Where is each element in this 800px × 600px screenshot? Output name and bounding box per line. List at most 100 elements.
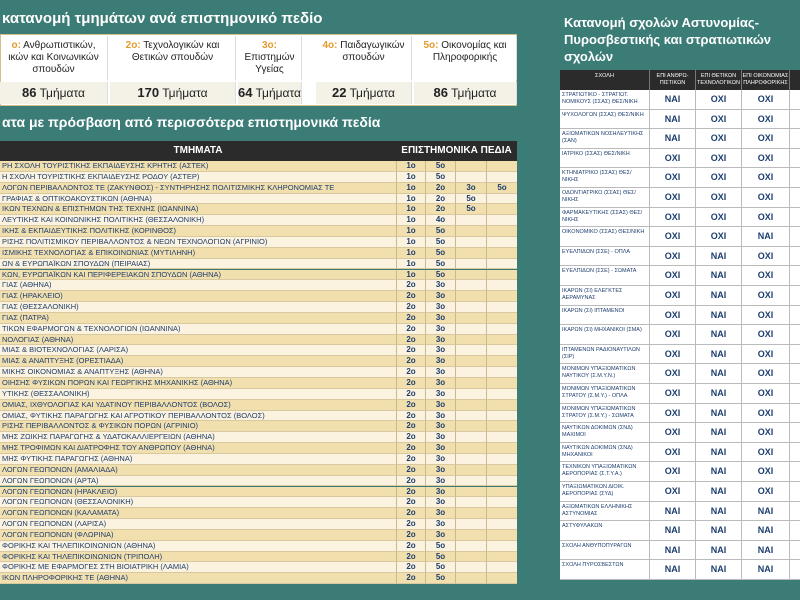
field-cell: 2ο [396,302,425,313]
department-name: ΜΗΣ ΖΩΙΚΗΣ ΠΑΡΑΓΩΓΗΣ & ΥΔΑΤΟΚΑΛΛΙΕΡΓΕΙΩΝ… [0,432,396,444]
access-cell: ΟΧΙ [650,305,696,326]
field-cell: 3ο [425,432,455,444]
field-cell [455,171,486,183]
field-cell [486,486,517,498]
department-name: ΛΟΓΩΝ ΠΕΡΙΒΑΛΛΟΝΤΟΣ ΤΕ (ΖΑΚΥΝΘΟΣ) - ΣΥΝΤ… [0,182,396,194]
access-cell [790,364,800,384]
school-name: ΦΑΡΜΑΚΕΥΤΙΚΗΣ (ΣΣΑΣ) ΘΕΣ/ΝΙΚΗΣ [560,207,650,228]
field-cell [455,334,486,346]
access-cell: ΝΑΙ [696,521,742,541]
field-cell [455,421,486,433]
field-code: 2ο: [125,40,141,51]
field-cell [486,247,517,259]
field-cell [486,551,517,563]
access-cell: ΟΧΙ [650,266,696,286]
field-cell: 5ο [425,226,455,237]
access-cell: ΟΧΙ [696,148,742,169]
access-cell: ΟΧΙ [650,442,696,463]
table-header: ΣΧΟΛΗ [560,70,650,90]
field-cell: 3ο [425,334,455,346]
field-cell [486,345,517,357]
field-cell [455,562,486,574]
field-cell: 5ο [425,171,455,183]
field-cell [455,236,486,248]
field-label: Οικονομίας και Πληροφορικής [432,40,507,63]
department-name: ΙΚΗΣ & ΕΚΠΑΙΔΕΥΤΙΚΗΣ ΠΟΛΙΤΙΚΗΣ (ΚΟΡΙΝΘΟΣ… [0,226,396,237]
school-name: ΝΑΥΤΙΚΩΝ ΔΟΚΙΜΩΝ (ΣΝΔ) ΜΑΧΙΜΟΙ [560,423,650,443]
access-cell [790,109,800,130]
access-cell: ΝΑΙ [696,423,742,443]
department-name: ΓΙΑΣ (ΘΕΣΣΑΛΟΝΙΚΗ) [0,302,396,313]
table-header: ΕΠΙ ΟΙΚΟΝΟΜΙΑΣ ΠΛΗΡΟΦΟΡΙΚΗΣ [742,70,790,90]
field-name: 3ο: Επιστημών Υγείας [238,36,302,80]
field-cell: 2ο [396,475,425,487]
department-name: ΙΣΜΙΚΗΣ ΤΕΧΝΟΛΟΓΙΑΣ & ΕΠΙΚΟΙΝΩΝΙΑΣ (ΜΥΤΙ… [0,247,396,259]
field-cell [486,236,517,248]
access-cell: ΟΧΙ [742,364,790,384]
field-name: 5ο: Οικονομίας και Πληροφορικής [414,36,517,80]
access-cell: ΟΧΙ [742,129,790,149]
access-cell: ΟΧΙ [650,462,696,482]
school-name: ΙΚΑΡΩΝ (ΣΙ) ΙΠΤΑΜΕΝΟΙ [560,305,650,326]
field-cell [486,421,517,433]
field-cell: 2ο [396,562,425,574]
field-cell [486,269,517,281]
department-name: ΛΟΓΩΝ ΓΕΩΠΟΝΩΝ (ΘΕΣΣΑΛΟΝΙΚΗ) [0,497,396,509]
field-cell [455,443,486,454]
section-title: κατανομή τμημάτων ανά επιστημονικό πεδίο [2,10,323,27]
field-cell [486,356,517,368]
field-cell [455,519,486,530]
field-cell [455,432,486,444]
field-label: Παιδαγωγικών σπουδών [340,40,405,63]
field-cell: 5ο [425,161,455,172]
field-cell: 2ο [396,323,425,335]
access-cell [790,521,800,541]
field-cell [455,291,486,303]
table-header [790,70,800,90]
field-cell [455,508,486,520]
access-cell: ΟΧΙ [742,423,790,443]
access-cell [790,148,800,169]
access-cell: ΟΧΙ [742,442,790,463]
access-cell: ΟΧΙ [742,482,790,502]
access-cell: ΟΧΙ [650,482,696,502]
field-count: 86 Τμήματα [0,82,108,104]
field-cell: 2ο [396,388,425,400]
department-name: ΡΙΣΗΣ ΠΕΡΙΒΑΛΛΟΝΤΟΣ & ΦΥΣΙΚΩΝ ΠΟΡΩΝ (ΑΓΡ… [0,421,396,433]
field-cell: 3ο [425,486,455,498]
field-cell [486,399,517,411]
access-cell: ΟΧΙ [742,148,790,169]
field-cell [486,215,517,227]
access-cell: ΟΧΙ [650,384,696,404]
field-cell: 5ο [425,258,455,270]
field-cell [486,508,517,520]
access-cell: ΟΧΙ [742,462,790,482]
access-cell: ΝΑΙ [696,403,742,424]
count-value: 64 [238,85,253,100]
field-cell: 2ο [396,356,425,368]
department-name: ΜΗΣ ΦΥΤΙΚΗΣ ΠΑΡΑΓΩΓΗΣ (ΑΘΗΝΑ) [0,453,396,465]
field-cell: 5ο [486,182,517,194]
field-name: 2ο: Τεχνολογικών και Θετικών σπουδών [110,36,236,80]
field-cell [486,464,517,476]
school-name: ΝΑΥΤΙΚΩΝ ΔΟΚΙΜΩΝ (ΣΝΔ) ΜΗΧΑΝΙΚΟΙ [560,442,650,463]
access-cell: ΟΧΙ [650,344,696,365]
field-cell: 3ο [425,367,455,378]
access-cell: ΝΑΙ [696,442,742,463]
school-name: ΣΧΟΛΗ ΑΝΘΥΠΟΠΥΡΑΓΩΝ [560,540,650,561]
department-name: ΡΙΣΗΣ ΠΟΛΙΤΙΣΜΙΚΟΥ ΠΕΡΙΒΑΛΛΟΝΤΟΣ & ΝΕΩΝ … [0,236,396,248]
count-unit: Τμήματα [349,86,395,100]
field-cell: 4ο [425,215,455,227]
access-cell: ΝΑΙ [742,540,790,561]
field-cell [455,226,486,237]
count-value: 170 [137,85,160,100]
access-cell: ΝΑΙ [696,364,742,384]
department-name: ΟΜΙΑΣ, ΙΧΘΥΟΛΟΓΙΑΣ ΚΑΙ ΥΔΑΤΙΝΟΥ ΠΕΡΙΒΑΛΛ… [0,399,396,411]
field-cell [486,204,517,216]
field-cell [486,453,517,465]
field-cell: 1ο [396,193,425,205]
field-cell: 3ο [425,356,455,368]
school-name: ΨΥΧΟΛΟΓΩΝ (ΣΣΑΣ) ΘΕΣ/ΝΙΚΗ [560,109,650,130]
department-name: ΙΚΩΝ ΠΛΗΡΟΦΟΡΙΚΗΣ ΤΕ (ΑΘΗΝΑ) [0,573,396,585]
